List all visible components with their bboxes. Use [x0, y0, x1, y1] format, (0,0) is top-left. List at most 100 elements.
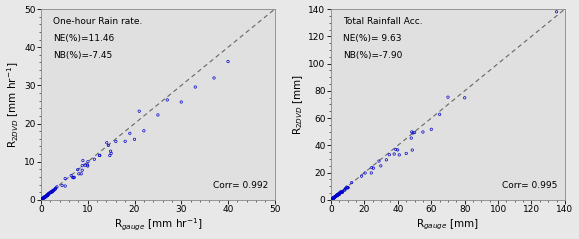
- Point: [329, 196, 338, 200]
- Point: [120, 139, 130, 143]
- Point: [435, 113, 444, 116]
- Point: [328, 197, 338, 201]
- Point: [335, 191, 345, 195]
- Point: [38, 197, 47, 201]
- Point: [361, 171, 370, 175]
- Point: [45, 192, 54, 196]
- Point: [327, 197, 336, 201]
- Point: [335, 190, 345, 194]
- Point: [73, 168, 82, 172]
- Point: [41, 195, 50, 199]
- Point: [37, 197, 46, 201]
- Point: [52, 185, 61, 189]
- Point: [335, 192, 344, 196]
- Point: [328, 197, 338, 201]
- Point: [39, 196, 49, 200]
- Point: [337, 190, 346, 194]
- Point: [374, 159, 383, 163]
- Point: [329, 196, 339, 199]
- Point: [43, 193, 53, 196]
- Point: [37, 197, 46, 201]
- Point: [338, 189, 347, 193]
- Point: [329, 196, 338, 200]
- Point: [329, 196, 338, 200]
- Point: [334, 193, 343, 196]
- Point: [330, 196, 339, 199]
- Point: [37, 197, 46, 201]
- Point: [139, 129, 148, 133]
- Point: [329, 196, 338, 200]
- Point: [106, 149, 115, 153]
- Point: [51, 187, 60, 191]
- Point: [330, 196, 339, 199]
- Point: [90, 157, 99, 161]
- Point: [57, 184, 67, 187]
- Point: [40, 196, 49, 200]
- Point: [343, 186, 352, 190]
- Text: Corr= 0.995: Corr= 0.995: [503, 181, 558, 190]
- Text: Corr= 0.992: Corr= 0.992: [212, 181, 268, 190]
- Point: [41, 195, 50, 198]
- Point: [78, 159, 87, 163]
- Point: [210, 76, 219, 80]
- Point: [328, 197, 337, 201]
- Point: [328, 197, 337, 201]
- Point: [327, 198, 336, 201]
- Point: [46, 190, 55, 194]
- Point: [102, 141, 111, 145]
- Point: [41, 195, 50, 199]
- Point: [83, 163, 92, 167]
- Point: [38, 197, 47, 201]
- Point: [407, 130, 416, 134]
- Point: [39, 196, 48, 200]
- Y-axis label: R$_{2DVD}$ [mm]: R$_{2DVD}$ [mm]: [292, 74, 306, 135]
- Point: [80, 163, 90, 167]
- Point: [332, 194, 341, 197]
- Point: [43, 193, 52, 197]
- Point: [332, 194, 341, 198]
- Point: [328, 197, 337, 201]
- Point: [329, 196, 339, 200]
- Point: [36, 198, 46, 202]
- Point: [341, 187, 350, 190]
- Point: [343, 186, 352, 190]
- Text: One-hour Rain rate.: One-hour Rain rate.: [53, 17, 142, 26]
- Point: [49, 189, 58, 192]
- Point: [42, 194, 52, 197]
- Point: [330, 196, 339, 199]
- Point: [38, 196, 47, 200]
- Point: [334, 192, 343, 196]
- Point: [67, 174, 76, 178]
- Point: [43, 193, 52, 197]
- Point: [347, 181, 356, 185]
- Point: [39, 196, 49, 199]
- Point: [330, 195, 339, 199]
- Point: [104, 144, 113, 147]
- Point: [328, 196, 338, 200]
- Point: [327, 198, 336, 202]
- Point: [107, 152, 116, 155]
- Point: [390, 152, 399, 156]
- Point: [38, 197, 47, 201]
- Point: [41, 195, 50, 199]
- Point: [331, 195, 340, 198]
- Point: [38, 197, 47, 201]
- Point: [45, 191, 54, 195]
- Point: [42, 194, 52, 198]
- Point: [43, 193, 52, 197]
- Point: [153, 113, 163, 117]
- Point: [95, 153, 104, 157]
- Point: [41, 195, 50, 199]
- Point: [331, 194, 340, 198]
- Point: [329, 196, 338, 200]
- Point: [408, 131, 417, 135]
- Point: [51, 186, 60, 190]
- Point: [47, 189, 57, 193]
- Text: NB(%)=-7.90: NB(%)=-7.90: [343, 51, 402, 60]
- Point: [460, 96, 470, 100]
- Point: [332, 194, 342, 197]
- Point: [329, 196, 339, 200]
- Point: [50, 188, 60, 191]
- Point: [328, 197, 338, 201]
- Point: [44, 192, 53, 196]
